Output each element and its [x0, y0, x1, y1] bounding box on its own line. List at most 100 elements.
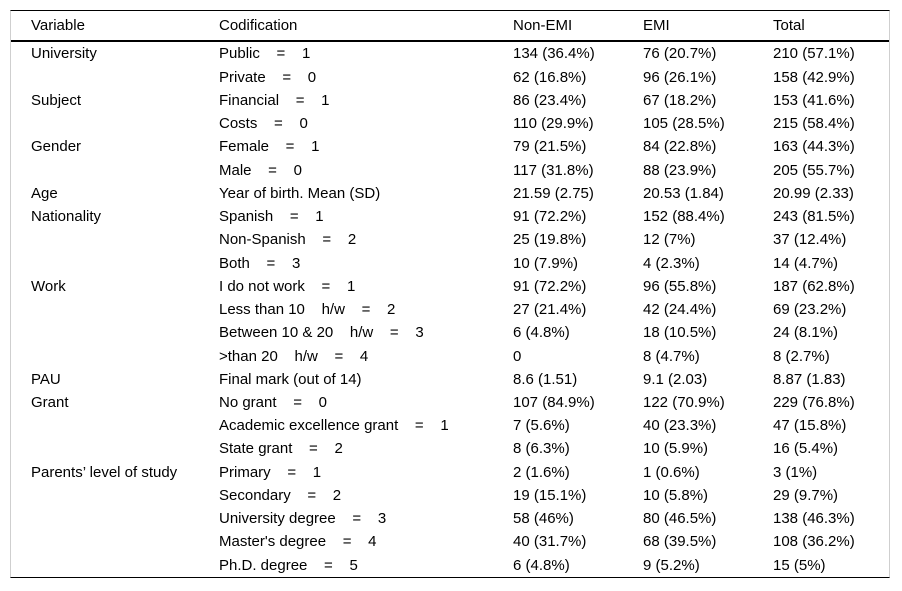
cell-non-emi: 134 (36.4%)	[513, 45, 595, 63]
cell-total: 16 (5.4%)	[773, 440, 839, 458]
cell-variable	[11, 530, 219, 553]
table-row: Nationality Spanish = 1 91 (72.2%) 152 (88.…	[11, 205, 889, 228]
cell-non-emi: 40 (31.7%)	[513, 533, 587, 551]
cell-codification: Between 10 & 20 h/w = 3	[219, 324, 424, 342]
cell-total: 187 (62.8%)	[773, 277, 855, 295]
cell-codification: I do not work = 1	[219, 277, 356, 295]
cell-total: 153 (41.6%)	[773, 91, 855, 109]
cell-variable	[11, 321, 219, 344]
cell-codification: Both = 3	[219, 254, 301, 272]
table-row: Age Year of birth. Mean (SD) 21.59 (2.75) 2…	[11, 182, 889, 205]
cell-emi: 40 (23.3%)	[643, 417, 717, 435]
cell-emi: 8 (4.7%)	[643, 347, 700, 365]
cell-total: 229 (76.8%)	[773, 394, 855, 411]
cell-variable	[11, 484, 219, 507]
cell-codification: >than 20 h/w = 4	[219, 347, 369, 365]
table-row: Private = 0 62 (16.8%) 96 (26.1%) 158 (42.9…	[11, 66, 889, 89]
cell-total: 69 (23.2%)	[773, 301, 847, 319]
table-body: University Public = 1 134 (36.4%) 76 (20.7%…	[11, 41, 889, 577]
cell-codification: Academic excellence grant = 1	[219, 417, 449, 435]
table-row: Between 10 & 20 h/w = 3 6 (4.8%) 18 (10.5%…	[11, 321, 889, 344]
cell-variable	[11, 112, 219, 135]
column-header-emi: EMI	[643, 11, 773, 42]
cell-variable	[11, 228, 219, 251]
cell-emi: 84 (22.8%)	[643, 138, 717, 156]
table-row: Male = 0 117 (31.8%) 88 (23.9%) 205 (55.7%)	[11, 159, 889, 182]
cell-codification: Female = 1	[219, 138, 320, 156]
descriptive-statistics-table: Variable Codification Non-EMI EMI Total …	[11, 11, 889, 577]
cell-total: 243 (81.5%)	[773, 208, 855, 226]
cell-total: 138 (46.3%)	[773, 510, 855, 528]
table-row: Parents’ level of study Primary = 1 2 (1.6…	[11, 461, 889, 484]
cell-non-emi: 117 (31.8%)	[513, 161, 594, 179]
table-row: Non-Spanish = 2 25 (19.8%) 12 (7%) 37 (12.4…	[11, 228, 889, 251]
cell-emi: 96 (55.8%)	[643, 277, 717, 295]
cell-variable: Gender	[31, 138, 82, 156]
table-frame: Variable Codification Non-EMI EMI Total …	[10, 10, 890, 578]
cell-codification: University degree = 3	[219, 510, 387, 528]
table-row: Grant No grant = 0 107 (84.9%) 122 (70.9%) 2…	[11, 391, 889, 414]
cell-non-emi: 86 (23.4%)	[513, 91, 587, 109]
cell-variable	[11, 298, 219, 321]
cell-variable: University	[31, 45, 97, 63]
cell-non-emi: 79 (21.5%)	[513, 138, 587, 156]
cell-emi: 9 (5.2%)	[643, 556, 700, 574]
cell-non-emi: 25 (19.8%)	[513, 231, 587, 249]
cell-total: 20.99 (2.33)	[773, 184, 854, 202]
table-row: Master's degree = 4 40 (31.7%) 68 (39.5%) 1…	[11, 530, 889, 553]
cell-emi: 88 (23.9%)	[643, 161, 717, 179]
cell-emi: 12 (7%)	[643, 231, 696, 249]
table-row: Academic excellence grant = 1 7 (5.6%) 40 …	[11, 414, 889, 437]
cell-emi: 96 (26.1%)	[643, 68, 717, 86]
cell-codification: No grant = 0	[219, 394, 327, 411]
cell-codification: State grant = 2	[219, 440, 343, 458]
cell-non-emi: 0	[513, 347, 522, 365]
cell-total: 158 (42.9%)	[773, 68, 855, 86]
column-header-variable: Variable	[11, 11, 219, 42]
header-row: Variable Codification Non-EMI EMI Total	[11, 11, 889, 42]
cell-non-emi: 10 (7.9%)	[513, 254, 579, 272]
cell-variable: Subject	[31, 91, 82, 109]
cell-emi: 105 (28.5%)	[643, 115, 725, 133]
cell-variable: Age	[31, 184, 58, 202]
cell-variable	[11, 414, 219, 437]
table-row: Less than 10 h/w = 2 27 (21.4%) 42 (24.4%)…	[11, 298, 889, 321]
cell-total: 24 (8.1%)	[773, 324, 839, 342]
cell-variable	[11, 554, 219, 577]
cell-emi: 122 (70.9%)	[643, 394, 725, 411]
cell-non-emi: 19 (15.1%)	[513, 486, 587, 504]
table-row: Gender Female = 1 79 (21.5%) 84 (22.8%) 163 …	[11, 135, 889, 158]
cell-codification: Male = 0	[219, 161, 302, 179]
cell-variable: Nationality	[31, 208, 102, 226]
table-row: Secondary = 2 19 (15.1%) 10 (5.8%) 29 (9.7%…	[11, 484, 889, 507]
cell-emi: 67 (18.2%)	[643, 91, 717, 109]
cell-non-emi: 6 (4.8%)	[513, 556, 570, 574]
cell-emi: 68 (39.5%)	[643, 533, 717, 551]
cell-emi: 76 (20.7%)	[643, 45, 717, 63]
cell-emi: 42 (24.4%)	[643, 301, 717, 319]
cell-variable: Grant	[31, 394, 69, 411]
cell-emi: 10 (5.8%)	[643, 486, 709, 504]
cell-emi: 10 (5.9%)	[643, 440, 709, 458]
cell-variable	[11, 66, 219, 89]
cell-codification: Financial = 1	[219, 91, 330, 109]
cell-codification: Less than 10 h/w = 2	[219, 301, 396, 319]
column-header-total: Total	[773, 11, 889, 42]
cell-total: 8.87 (1.83)	[773, 370, 846, 388]
table-row: University Public = 1 134 (36.4%) 76 (20.7%…	[11, 41, 889, 66]
cell-non-emi: 8.6 (1.51)	[513, 370, 578, 388]
cell-total: 29 (9.7%)	[773, 486, 839, 504]
cell-emi: 4 (2.3%)	[643, 254, 700, 272]
column-header-codification: Codification	[219, 11, 513, 42]
table-row: PAU Final mark (out of 14) 8.6 (1.51) 9.1 (…	[11, 368, 889, 391]
cell-total: 3 (1%)	[773, 463, 818, 481]
cell-codification: Primary = 1	[219, 463, 322, 481]
cell-emi: 1 (0.6%)	[643, 463, 700, 481]
cell-non-emi: 21.59 (2.75)	[513, 184, 594, 202]
cell-variable	[11, 344, 219, 367]
cell-codification: Non-Spanish = 2	[219, 231, 357, 249]
cell-total: 15 (5%)	[773, 556, 826, 574]
cell-total: 108 (36.2%)	[773, 533, 855, 551]
cell-non-emi: 58 (46%)	[513, 510, 574, 528]
cell-non-emi: 7 (5.6%)	[513, 417, 570, 435]
